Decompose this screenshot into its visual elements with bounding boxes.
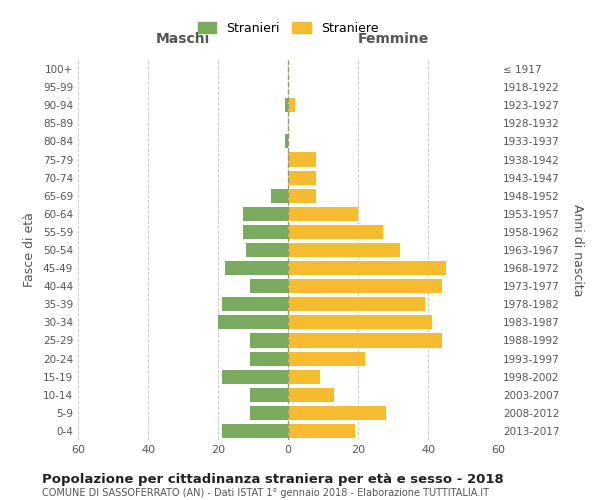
Bar: [288, 261, 445, 275]
Y-axis label: Fasce di età: Fasce di età: [23, 212, 36, 288]
Bar: [288, 188, 316, 203]
Bar: [271, 188, 288, 203]
Bar: [288, 352, 365, 366]
Bar: [221, 297, 288, 312]
Bar: [288, 316, 431, 330]
Bar: [288, 297, 425, 312]
Bar: [221, 424, 288, 438]
Bar: [288, 243, 400, 257]
Text: Maschi: Maschi: [156, 32, 210, 46]
Bar: [288, 279, 442, 293]
Bar: [250, 279, 288, 293]
Bar: [242, 207, 288, 221]
Bar: [242, 225, 288, 239]
Bar: [288, 170, 316, 184]
Bar: [288, 424, 355, 438]
Bar: [288, 370, 320, 384]
Bar: [225, 261, 288, 275]
Bar: [288, 152, 316, 166]
Bar: [250, 406, 288, 420]
Bar: [221, 370, 288, 384]
Y-axis label: Anni di nascita: Anni di nascita: [571, 204, 584, 296]
Bar: [288, 98, 295, 112]
Bar: [250, 352, 288, 366]
Bar: [218, 316, 288, 330]
Bar: [288, 207, 358, 221]
Bar: [250, 334, 288, 347]
Text: Popolazione per cittadinanza straniera per età e sesso - 2018: Popolazione per cittadinanza straniera p…: [42, 472, 504, 486]
Bar: [250, 388, 288, 402]
Legend: Stranieri, Straniere: Stranieri, Straniere: [193, 17, 383, 40]
Bar: [288, 225, 383, 239]
Text: Femmine: Femmine: [358, 32, 428, 46]
Bar: [284, 98, 288, 112]
Bar: [246, 243, 288, 257]
Bar: [284, 134, 288, 148]
Bar: [288, 334, 442, 347]
Text: COMUNE DI SASSOFERRATO (AN) - Dati ISTAT 1° gennaio 2018 - Elaborazione TUTTITAL: COMUNE DI SASSOFERRATO (AN) - Dati ISTAT…: [42, 488, 489, 498]
Bar: [288, 388, 334, 402]
Bar: [288, 406, 386, 420]
